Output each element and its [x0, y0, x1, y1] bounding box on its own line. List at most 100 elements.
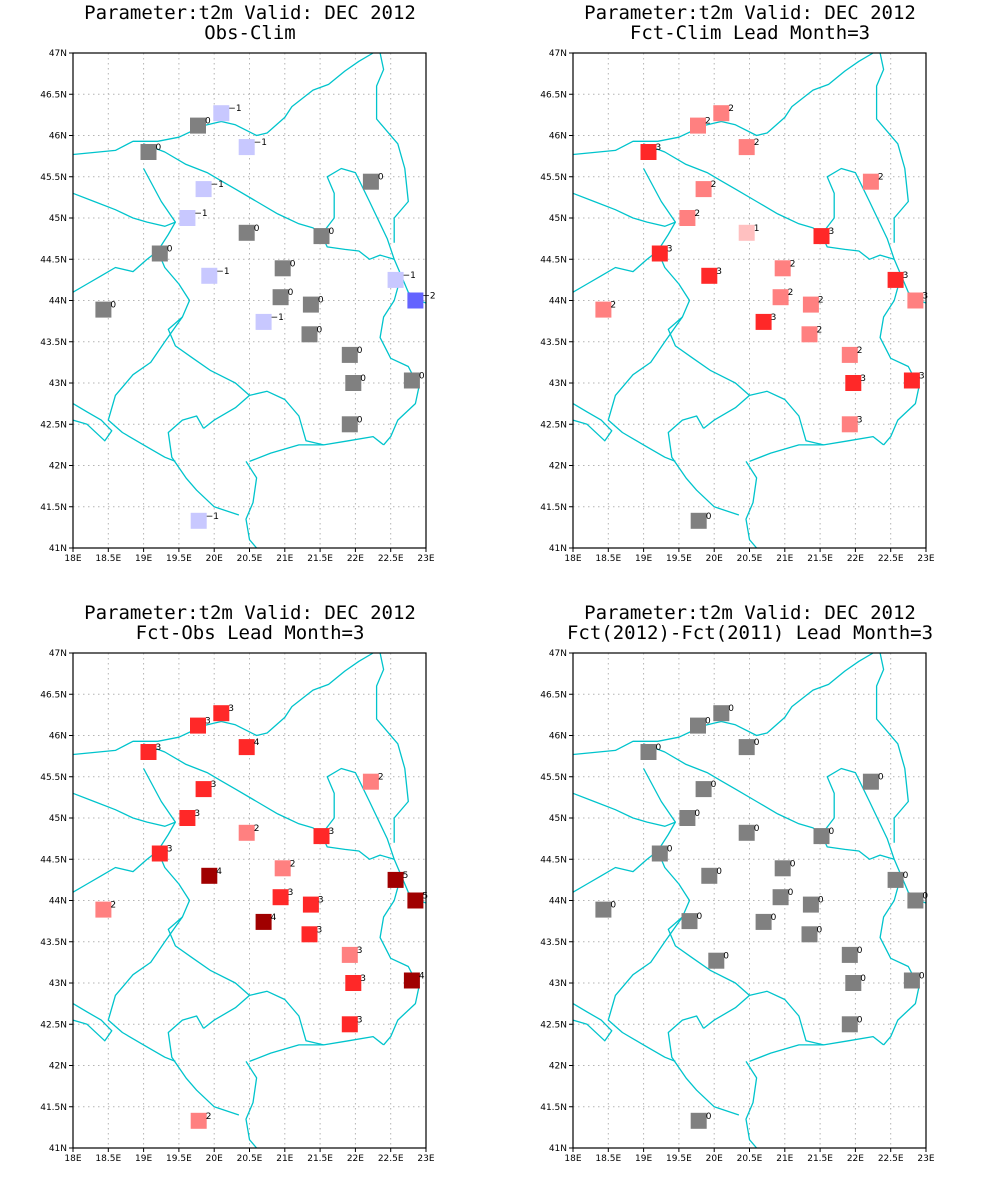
- y-tick-label: 41N: [49, 544, 67, 554]
- station-value-label: 0: [903, 871, 909, 881]
- boundary-bulgaria: [879, 282, 920, 446]
- station-marker: [845, 975, 862, 991]
- station-value-label: 0: [723, 952, 729, 962]
- station-marker: [801, 326, 818, 343]
- boundary-bosnia-mn: [107, 316, 183, 463]
- boundary-romania-bg: [375, 652, 409, 843]
- station-value-label: −1: [194, 209, 207, 219]
- station-value-label: 0: [254, 224, 260, 234]
- country-boundaries: [72, 652, 427, 1149]
- station-value-label: 2: [857, 346, 863, 356]
- boundary-kosovo: [749, 390, 824, 446]
- station-value-label: 2: [694, 209, 700, 219]
- x-tick-label: 19.5E: [166, 1154, 192, 1164]
- station-marker: [841, 346, 858, 363]
- station-value-label: 0: [771, 913, 777, 923]
- station-marker: [802, 296, 819, 313]
- station-value-label: 2: [817, 325, 823, 335]
- station-value-label: 0: [110, 301, 116, 311]
- y-tick-label: 41.5N: [540, 503, 567, 513]
- station-marker: [95, 901, 112, 918]
- x-tick-label: 20.5E: [237, 1154, 263, 1164]
- y-tick-label: 42N: [549, 462, 567, 472]
- y-tick-label: 44N: [549, 297, 567, 307]
- y-tick-label: 42N: [549, 1062, 567, 1072]
- x-tick-label: 19.5E: [666, 554, 692, 564]
- station-marker: [690, 512, 707, 529]
- boundary-croatia-n: [572, 850, 659, 893]
- station-value-label: 0: [829, 827, 835, 837]
- x-tick-label: 20E: [706, 554, 723, 564]
- station-value-label: 0: [205, 117, 211, 127]
- x-tick-label: 22E: [847, 1154, 864, 1164]
- boundary-romania-bg: [875, 52, 909, 243]
- station-marker: [713, 705, 730, 722]
- x-tick-label: 23E: [917, 554, 934, 564]
- x-tick-label: 19E: [635, 554, 652, 564]
- x-tick-label: 21E: [276, 1154, 293, 1164]
- station-marker: [862, 773, 879, 790]
- y-tick-label: 41.5N: [40, 503, 67, 513]
- boundary-mk-loop: [745, 461, 758, 549]
- station-marker: [272, 289, 289, 306]
- station-marker: [313, 228, 330, 245]
- axis-ticks: [569, 652, 927, 1152]
- station-marker: [774, 860, 791, 877]
- y-tick-label: 44.5N: [40, 255, 67, 265]
- station-marker: [201, 867, 218, 884]
- boundary-north: [572, 652, 874, 756]
- boundary-bosnia-mn: [107, 916, 183, 1063]
- map-panel-fct-clim: Parameter:t2m Valid: DEC 2012 Fct-Clim L…: [500, 0, 1000, 600]
- y-tick-label: 47N: [49, 649, 67, 659]
- stations: 2 2 2 3 2 2 2 1 3 3 2 3 3 2 3 2 2 3 2 2 3 3 3 0: [595, 104, 928, 529]
- x-tick-label: 18E: [564, 554, 581, 564]
- station-marker: [903, 972, 920, 989]
- boundary-bulgaria: [379, 882, 420, 1046]
- station-value-label: 3: [903, 271, 909, 281]
- stations: 3 3 4 3 2 3 3 2 3 3 2 4 5 3 5 3 2 4 3 3 3 4 3 2: [95, 704, 428, 1129]
- y-tick-label: 43N: [49, 979, 67, 989]
- station-value-label: 0: [705, 717, 711, 727]
- station-marker: [190, 512, 207, 529]
- station-marker: [179, 210, 196, 226]
- boundary-slavonia: [572, 792, 676, 827]
- station-value-label: 4: [254, 738, 260, 748]
- grid-lines: [73, 653, 426, 1148]
- station-value-label: −2: [422, 292, 435, 302]
- x-tick-label: 22.5E: [878, 1154, 904, 1164]
- station-marker: [841, 1016, 858, 1033]
- station-marker: [190, 1112, 207, 1129]
- station-value-label: 0: [329, 227, 335, 237]
- station-marker: [362, 173, 379, 190]
- station-marker: [772, 289, 789, 306]
- station-marker: [595, 301, 612, 318]
- x-tick-label: 23E: [417, 554, 434, 564]
- panel-subtitle: Fct-Clim Lead Month=3: [629, 22, 871, 44]
- station-value-label: 0: [817, 925, 823, 935]
- station-value-label: 3: [156, 743, 162, 753]
- y-tick-label: 47N: [549, 49, 567, 59]
- station-marker: [801, 926, 818, 943]
- station-value-label: 3: [357, 1015, 363, 1025]
- station-marker: [738, 139, 755, 156]
- station-value-label: 0: [790, 859, 796, 869]
- x-tick-label: 21.5E: [307, 554, 333, 564]
- station-value-label: 3: [194, 809, 200, 819]
- station-value-label: 2: [788, 288, 794, 298]
- station-marker: [195, 781, 212, 798]
- panel-title: Parameter:t2m Valid: DEC 2012: [84, 2, 416, 24]
- y-tick-label: 42N: [49, 462, 67, 472]
- y-tick-label: 42.5N: [40, 420, 67, 430]
- station-marker: [887, 871, 904, 888]
- y-tick-label: 41N: [549, 1144, 567, 1154]
- station-value-label: 0: [788, 888, 794, 898]
- x-tick-label: 22.5E: [878, 554, 904, 564]
- station-value-label: 0: [318, 296, 324, 306]
- station-marker: [701, 267, 718, 284]
- map-panel-fct-diff: Parameter:t2m Valid: DEC 2012 Fct(2012)-…: [500, 600, 1000, 1200]
- station-marker: [640, 144, 657, 160]
- country-boundaries: [572, 652, 927, 1149]
- y-tick-label: 43.5N: [40, 938, 67, 948]
- station-value-label: 3: [919, 372, 925, 382]
- panel-title: Parameter:t2m Valid: DEC 2012: [584, 2, 916, 24]
